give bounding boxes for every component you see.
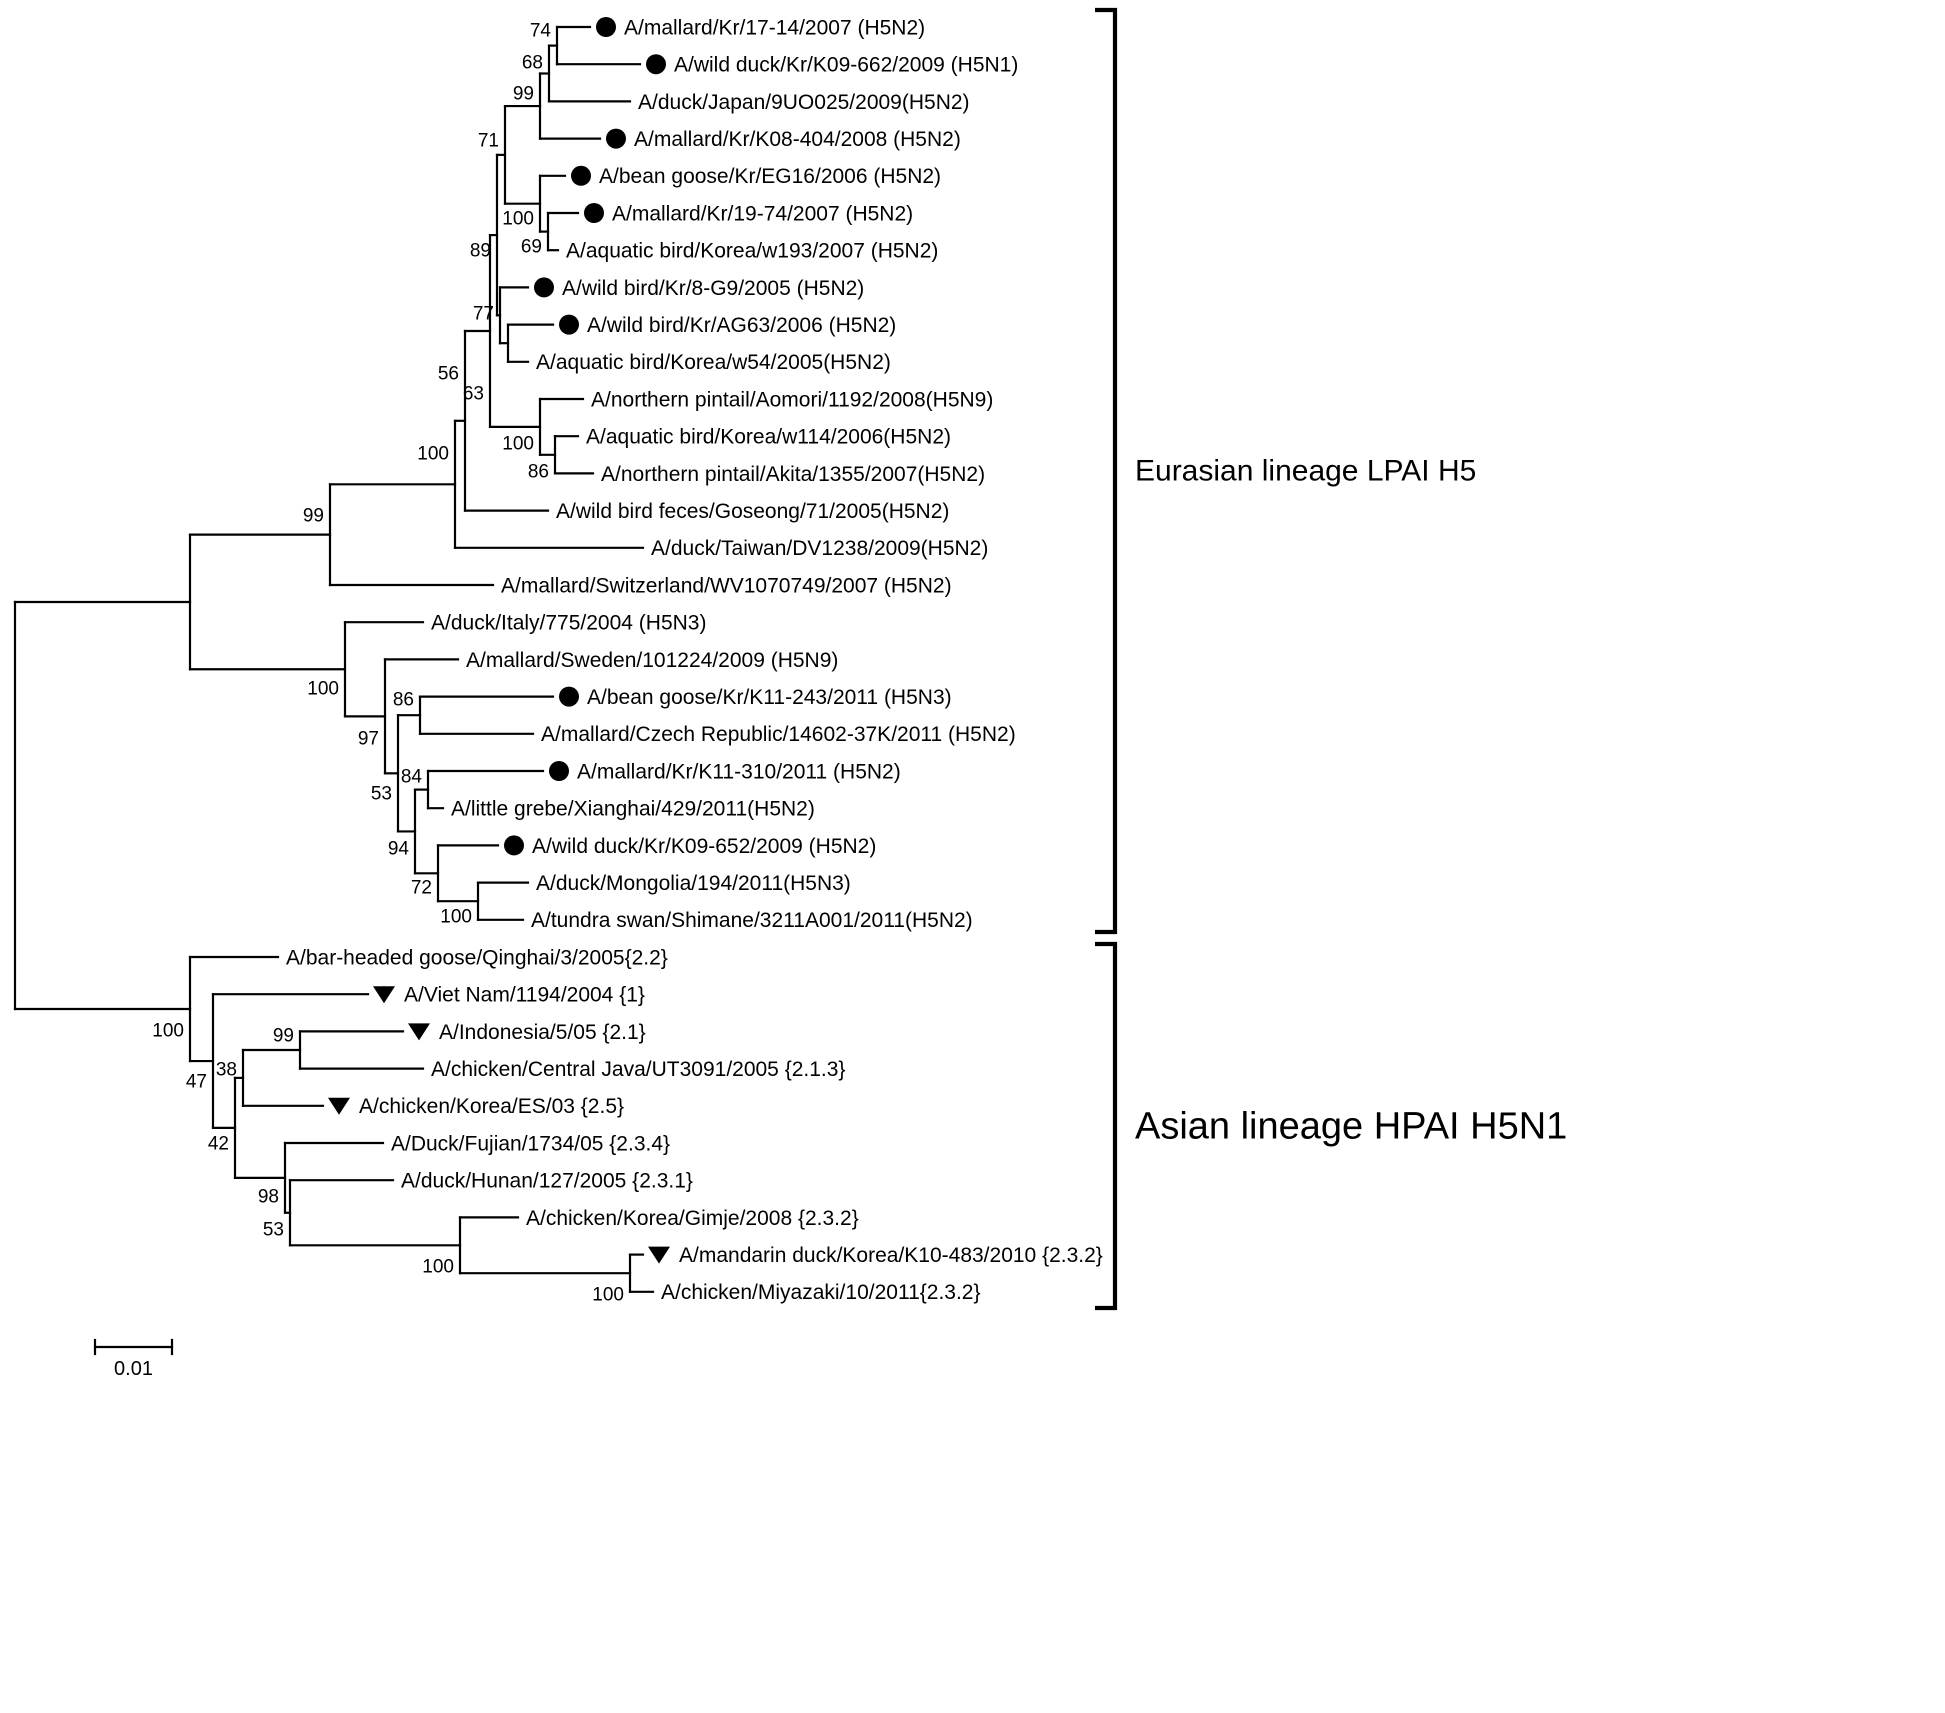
bootstrap-value: 100 [307, 679, 339, 700]
taxon-label: A/aquatic bird/Korea/w114/2006(H5N2) [586, 426, 951, 449]
bootstrap-value: 38 [216, 1060, 237, 1081]
taxon-label: A/duck/Hunan/127/2005 {2.3.1} [401, 1170, 693, 1193]
bootstrap-value: 72 [411, 878, 432, 899]
bootstrap-value: 100 [502, 209, 534, 230]
bootstrap-value: 71 [478, 131, 499, 152]
taxon-label: A/northern pintail/Akita/1355/2007(H5N2) [601, 463, 985, 486]
clade-label-asian: Asian lineage HPAI H5N1 [1135, 1105, 1567, 1147]
filled-circle-marker [584, 203, 604, 223]
taxon-label: A/mallard/Kr/17-14/2007 (H5N2) [624, 16, 925, 39]
filled-circle-marker [559, 686, 579, 707]
taxon-label: A/mallard/Czech Republic/14602-37K/2011 … [541, 723, 1016, 746]
bootstrap-value: 53 [263, 1220, 284, 1241]
filled-circle-marker [646, 54, 666, 75]
taxon-label: A/northern pintail/Aomori/1192/2008(H5N9… [591, 388, 993, 411]
bootstrap-value: 94 [388, 839, 410, 860]
filled-triangle-marker [408, 1023, 430, 1041]
taxon-label: A/tundra swan/Shimane/3211A001/2011(H5N2… [531, 909, 973, 932]
bootstrap-value: 84 [401, 767, 423, 788]
filled-triangle-marker [373, 986, 395, 1004]
bootstrap-value: 100 [152, 1021, 184, 1042]
taxon-label: A/duck/Japan/9UO025/2009(H5N2) [638, 91, 970, 114]
taxon-label: A/mallard/Switzerland/WV1070749/2007 (H5… [501, 574, 952, 597]
filled-circle-marker [559, 314, 579, 335]
filled-circle-marker [504, 835, 524, 856]
bootstrap-value: 68 [522, 53, 543, 74]
filled-circle-marker [534, 277, 554, 298]
bootstrap-value: 89 [470, 241, 491, 262]
bootstrap-value: 99 [513, 84, 534, 105]
filled-triangle-marker [648, 1246, 670, 1264]
taxon-label: A/chicken/Miyazaki/10/2011{2.3.2} [661, 1281, 980, 1304]
taxon-label: A/bar-headed goose/Qinghai/3/2005{2.2} [286, 946, 668, 969]
bootstrap-value: 86 [528, 462, 549, 483]
taxon-label: A/little grebe/Xianghai/429/2011(H5N2) [451, 798, 815, 821]
taxon-label: A/mandarin duck/Korea/K10-483/2010 {2.3.… [679, 1244, 1103, 1267]
bootstrap-value: 42 [208, 1134, 229, 1155]
scale-bar: 0.01 [93, 1338, 174, 1380]
clade-label-eurasian: Eurasian lineage LPAI H5 [1135, 455, 1476, 488]
bootstrap-value: 47 [186, 1072, 207, 1093]
bootstrap-value: 77 [473, 304, 494, 325]
clade-brackets [1095, 7, 1118, 1311]
bootstrap-value: 63 [463, 384, 484, 405]
filled-circle-marker [606, 128, 626, 149]
taxon-label: A/Indonesia/5/05 {2.1} [439, 1021, 646, 1044]
bootstrap-value: 86 [393, 690, 414, 711]
taxon-label: A/aquatic bird/Korea/w193/2007 (H5N2) [566, 240, 938, 263]
taxon-label: A/mallard/Kr/19-74/2007 (H5N2) [612, 202, 913, 225]
bootstrap-value: 100 [417, 444, 449, 465]
taxon-label: A/bean goose/Kr/EG16/2006 (H5N2) [599, 165, 941, 188]
bootstrap-value: 99 [303, 506, 324, 527]
taxon-label: A/mallard/Kr/K08-404/2008 (H5N2) [634, 128, 961, 151]
taxon-label: A/chicken/Central Java/UT3091/2005 {2.1.… [431, 1058, 845, 1081]
bootstrap-value: 100 [592, 1285, 624, 1306]
bootstrap-value: 100 [422, 1257, 454, 1278]
bootstrap-value: 56 [438, 364, 459, 385]
taxon-label: A/Duck/Fujian/1734/05 {2.3.4} [391, 1132, 670, 1155]
taxon-label: A/aquatic bird/Korea/w54/2005(H5N2) [536, 351, 891, 374]
filled-circle-marker [596, 17, 616, 37]
scale-bar-label: 0.01 [114, 1358, 153, 1380]
taxon-label: A/Viet Nam/1194/2004 {1} [404, 984, 645, 1007]
taxon-label: A/wild duck/Kr/K09-652/2009 (H5N2) [532, 835, 876, 858]
bootstrap-value: 98 [258, 1187, 279, 1208]
bootstrap-value: 99 [273, 1026, 294, 1047]
bootstrap-value: 100 [440, 907, 472, 928]
taxon-label: A/mallard/Sweden/101224/2009 (H5N9) [466, 649, 838, 672]
taxon-label: A/mallard/Kr/K11-310/2011 (H5N2) [577, 760, 901, 783]
filled-circle-marker [549, 761, 569, 781]
taxon-label: A/duck/Taiwan/DV1238/2009(H5N2) [651, 537, 988, 560]
bootstrap-value: 53 [371, 784, 392, 805]
taxon-label: A/chicken/Korea/Gimje/2008 {2.3.2} [526, 1207, 859, 1230]
taxon-label: A/chicken/Korea/ES/03 {2.5} [359, 1095, 624, 1118]
taxon-labels: A/mallard/Kr/17-14/2007 (H5N2) A/wild duc… [286, 16, 1103, 1304]
bootstrap-value: 97 [358, 729, 379, 750]
taxon-label: A/wild bird feces/Goseong/71/2005(H5N2) [556, 500, 949, 523]
clade-bracket [1095, 941, 1118, 1311]
tree-branches [13, 25, 655, 1293]
filled-circle-marker [571, 165, 591, 186]
bootstrap-value: 100 [502, 434, 534, 455]
clade-bracket [1095, 7, 1118, 935]
taxon-label: A/wild duck/Kr/K09-662/2009 (H5N1) [674, 54, 1018, 77]
taxon-label: A/duck/Italy/775/2004 (H5N3) [431, 612, 706, 635]
filled-triangle-marker [328, 1097, 350, 1115]
taxon-label: A/wild bird/Kr/8-G9/2005 (H5N2) [562, 277, 864, 300]
taxon-label: A/duck/Mongolia/194/2011(H5N3) [536, 872, 851, 895]
bootstrap-value: 74 [530, 21, 552, 42]
bootstrap-value: 69 [521, 237, 542, 258]
taxon-label: A/bean goose/Kr/K11-243/2011 (H5N3) [587, 686, 952, 709]
taxon-label: A/wild bird/Kr/AG63/2006 (H5N2) [587, 314, 896, 337]
